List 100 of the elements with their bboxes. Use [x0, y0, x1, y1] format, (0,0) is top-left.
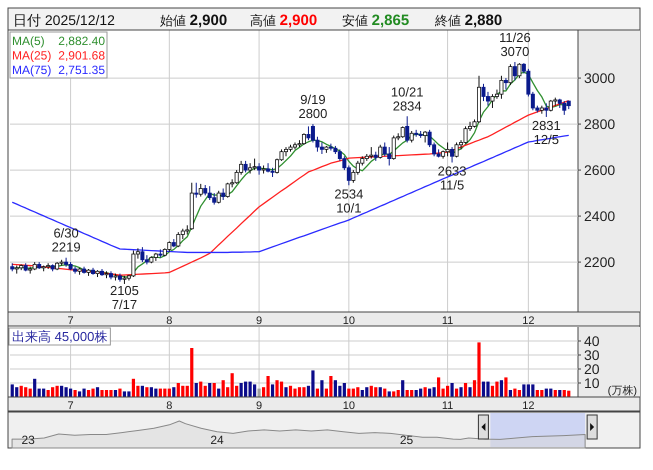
text: MA(75) 2,751.35 — [12, 63, 106, 77]
bar — [217, 388, 220, 397]
bar — [145, 387, 148, 397]
candlestick — [544, 102, 548, 118]
candlestick — [320, 142, 324, 154]
y-axis-title: (万株) — [608, 384, 637, 397]
candlestick — [423, 130, 428, 143]
bar — [482, 382, 486, 397]
text: 高値 2,900 — [250, 12, 318, 29]
candlestick — [369, 146, 374, 160]
x-tick-label: 12 — [522, 315, 534, 327]
y-tick-label: 3000 — [584, 70, 616, 86]
bar — [302, 387, 306, 397]
bar — [459, 387, 463, 397]
candlestick — [382, 142, 387, 157]
bar — [212, 383, 216, 397]
candlestick — [450, 146, 454, 163]
x-tick-label: 8 — [166, 400, 172, 412]
x-tick-label: 12 — [522, 400, 534, 412]
bar — [298, 387, 302, 397]
bar — [275, 380, 279, 397]
annotation: 6/30 2219 — [52, 226, 81, 255]
x-tick-label: 25 — [400, 433, 414, 447]
candlestick — [194, 182, 198, 198]
bar — [208, 383, 212, 397]
text: 始値 2,900 — [160, 12, 228, 29]
x-tick-label: 9 — [256, 315, 262, 327]
candlestick — [203, 184, 208, 196]
bar — [477, 342, 481, 397]
candlestick — [266, 162, 270, 173]
bar — [266, 376, 270, 397]
candlestick — [517, 62, 522, 79]
bar — [383, 388, 386, 397]
candlestick — [454, 142, 459, 158]
x-tick-label: 10 — [342, 315, 355, 327]
y-tick-label: 2800 — [584, 116, 616, 132]
x-tick-label: 7 — [68, 315, 74, 327]
bar — [96, 387, 100, 397]
chart-title: 日付 2025/12/12 — [13, 12, 116, 28]
bar — [194, 383, 198, 397]
bar — [342, 383, 346, 397]
text: MA(25) 2,901.68 — [12, 48, 106, 62]
bar — [280, 382, 284, 397]
x-tick-label: 7 — [68, 400, 74, 412]
y-tick-label: 2400 — [584, 208, 616, 224]
bar — [504, 377, 508, 397]
candlestick — [405, 116, 410, 143]
candlestick — [198, 183, 203, 198]
text: MA(5) 2,882.40 — [12, 34, 106, 48]
bar — [172, 387, 176, 397]
bar — [554, 390, 557, 397]
chart-title: 出来高 45,000株 — [12, 329, 108, 344]
y-tick-label: 20 — [584, 361, 600, 377]
annotation: 10/21 2834 — [390, 84, 424, 114]
candlestick — [302, 132, 306, 146]
candlestick — [248, 162, 252, 174]
y-tick-label: 40 — [584, 333, 600, 349]
bar — [311, 370, 315, 397]
candlestick — [244, 160, 248, 173]
x-tick-label: 11 — [442, 315, 454, 327]
bar — [329, 376, 332, 397]
x-tick-label: 24 — [210, 433, 224, 447]
text: 終値 2,880 — [434, 12, 502, 29]
candlestick — [221, 188, 226, 200]
candlestick — [392, 135, 396, 160]
annotation: 11/26 3070 — [499, 30, 531, 59]
bar — [401, 380, 404, 397]
bar — [132, 378, 136, 397]
bar — [240, 383, 243, 397]
bar — [450, 383, 454, 397]
candlestick — [226, 182, 230, 198]
bar — [388, 391, 391, 397]
candlestick — [499, 75, 504, 100]
candlestick — [504, 78, 508, 90]
annotation: 9/19 2800 — [298, 92, 328, 122]
y-tick-label: 2600 — [584, 162, 616, 178]
candlestick — [512, 61, 517, 81]
bar — [468, 387, 472, 397]
candlestick — [216, 190, 221, 204]
bar — [464, 383, 468, 397]
x-tick-label: 23 — [21, 433, 36, 447]
bar — [500, 380, 504, 397]
candlestick — [144, 254, 149, 265]
candlestick — [508, 64, 512, 86]
x-tick-label: 10 — [342, 400, 355, 412]
bar — [320, 380, 324, 397]
candlestick — [486, 91, 490, 106]
candlestick — [410, 130, 414, 143]
x-tick-label: 8 — [166, 315, 172, 327]
annotation: 2105 7/17 — [110, 283, 139, 312]
candlestick — [257, 162, 262, 176]
y-tick-label: 2200 — [584, 254, 616, 270]
candlestick — [378, 144, 382, 160]
x-tick-label: 11 — [442, 400, 454, 412]
text: 安値 2,865 — [342, 12, 410, 29]
bar — [437, 377, 440, 397]
candlestick — [374, 151, 378, 162]
bar — [558, 390, 562, 397]
bar — [495, 382, 499, 397]
candlestick — [167, 240, 172, 252]
